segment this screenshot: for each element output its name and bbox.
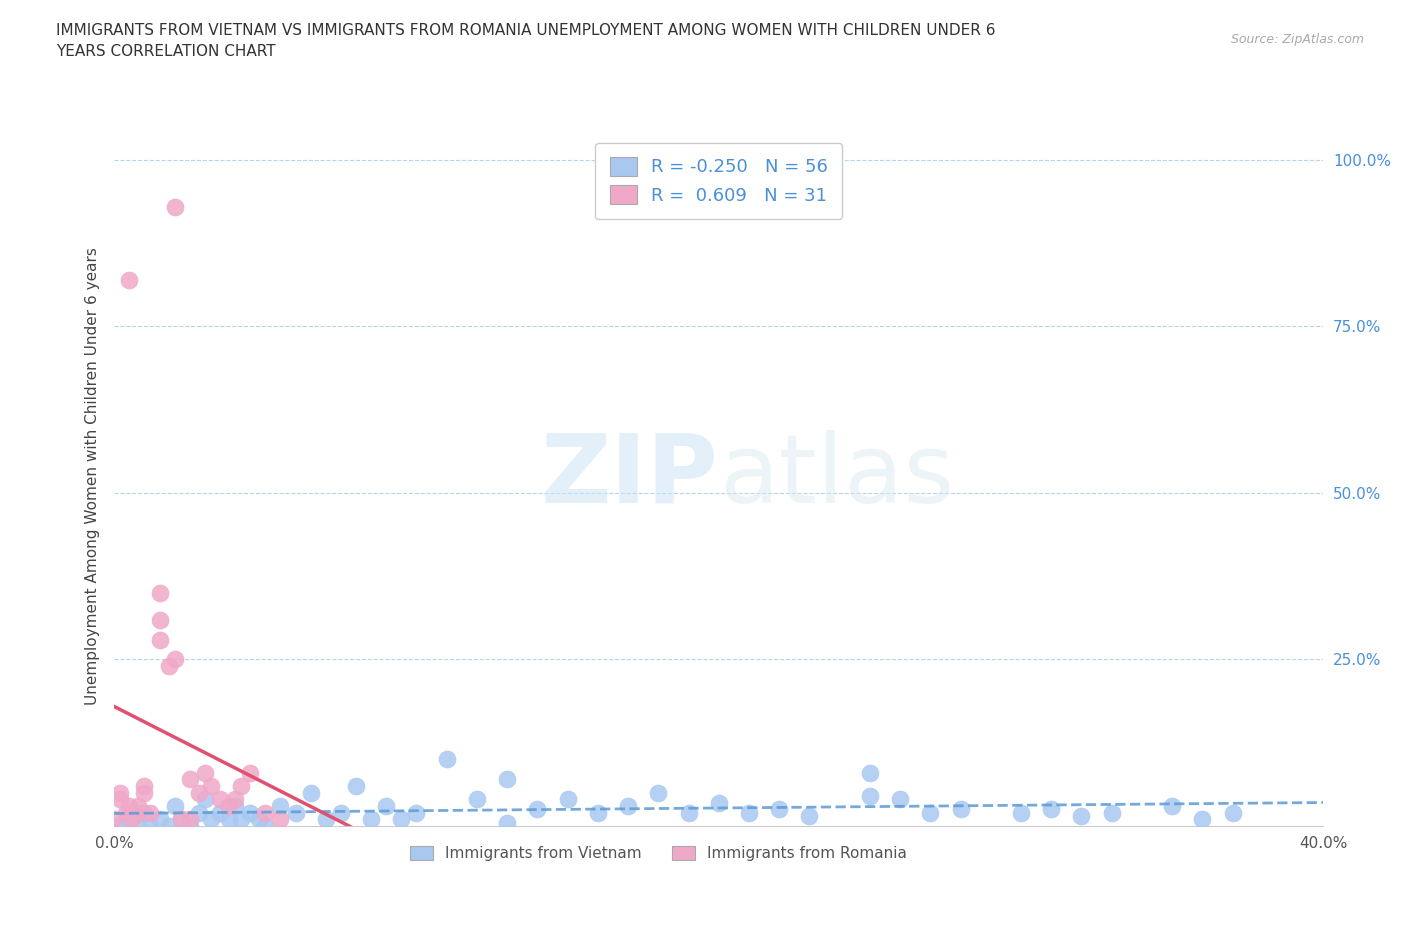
Point [1040, 802, 1063, 817]
Point [134, 805, 156, 820]
Point [526, 802, 548, 817]
Point [1161, 799, 1184, 814]
Point [231, 812, 253, 827]
Point [127, 799, 149, 814]
Point [231, 778, 253, 793]
Text: Source: ZipAtlas.com: Source: ZipAtlas.com [1230, 33, 1364, 46]
Point [148, 612, 170, 627]
Point [1010, 805, 1032, 820]
Point [738, 805, 761, 820]
Point [617, 799, 640, 814]
Point [118, 272, 141, 287]
Point [224, 792, 246, 807]
Point [889, 792, 911, 807]
Point [208, 805, 231, 820]
Legend: Immigrants from Vietnam, Immigrants from Romania: Immigrants from Vietnam, Immigrants from… [404, 840, 912, 868]
Point [269, 812, 291, 827]
Point [179, 818, 201, 833]
Point [110, 818, 132, 833]
Point [134, 785, 156, 800]
Point [247, 812, 270, 827]
Point [647, 785, 669, 800]
Y-axis label: Unemployment Among Women with Children Under 6 years: Unemployment Among Women with Children U… [86, 247, 100, 705]
Point [224, 799, 246, 814]
Point [115, 805, 138, 820]
Point [163, 652, 186, 667]
Point [200, 778, 222, 793]
Point [586, 805, 609, 820]
Point [436, 752, 458, 767]
Point [157, 818, 180, 833]
Point [284, 805, 307, 820]
Text: IMMIGRANTS FROM VIETNAM VS IMMIGRANTS FROM ROMANIA UNEMPLOYMENT AMONG WOMEN WITH: IMMIGRANTS FROM VIETNAM VS IMMIGRANTS FR… [56, 23, 995, 60]
Point [859, 765, 882, 780]
Point [678, 805, 700, 820]
Point [110, 785, 132, 800]
Point [254, 818, 277, 833]
Point [194, 792, 217, 807]
Text: atlas: atlas [718, 430, 953, 523]
Point [949, 802, 972, 817]
Point [1101, 805, 1123, 820]
Point [557, 792, 579, 807]
Point [405, 805, 427, 820]
Point [239, 765, 262, 780]
Point [859, 789, 882, 804]
Point [163, 199, 186, 214]
Point [118, 812, 141, 827]
Point [148, 632, 170, 647]
Point [187, 805, 209, 820]
Point [148, 585, 170, 600]
Point [496, 816, 519, 830]
Point [187, 785, 209, 800]
Point [170, 812, 193, 827]
Point [799, 808, 821, 823]
Point [127, 805, 149, 820]
Point [139, 818, 162, 833]
Point [179, 772, 201, 787]
Point [208, 792, 231, 807]
Point [360, 812, 382, 827]
Point [375, 799, 398, 814]
Text: ZIP: ZIP [541, 430, 718, 523]
Point [118, 799, 141, 814]
Point [299, 785, 322, 800]
Point [163, 799, 186, 814]
Point [768, 802, 790, 817]
Point [1191, 812, 1213, 827]
Point [218, 812, 240, 827]
Point [496, 772, 519, 787]
Point [103, 812, 125, 827]
Point [134, 778, 156, 793]
Point [1070, 808, 1092, 823]
Point [315, 812, 337, 827]
Point [1222, 805, 1244, 820]
Point [194, 765, 217, 780]
Point [389, 812, 412, 827]
Point [148, 812, 170, 827]
Point [200, 812, 222, 827]
Point [157, 658, 180, 673]
Point [127, 818, 149, 833]
Point [344, 778, 367, 793]
Point [139, 805, 162, 820]
Point [254, 805, 277, 820]
Point [920, 805, 942, 820]
Point [239, 805, 262, 820]
Point [707, 795, 730, 810]
Point [465, 792, 488, 807]
Point [179, 812, 201, 827]
Point [269, 799, 291, 814]
Point [329, 805, 352, 820]
Point [170, 812, 193, 827]
Point [121, 812, 143, 827]
Point [110, 792, 132, 807]
Point [218, 799, 240, 814]
